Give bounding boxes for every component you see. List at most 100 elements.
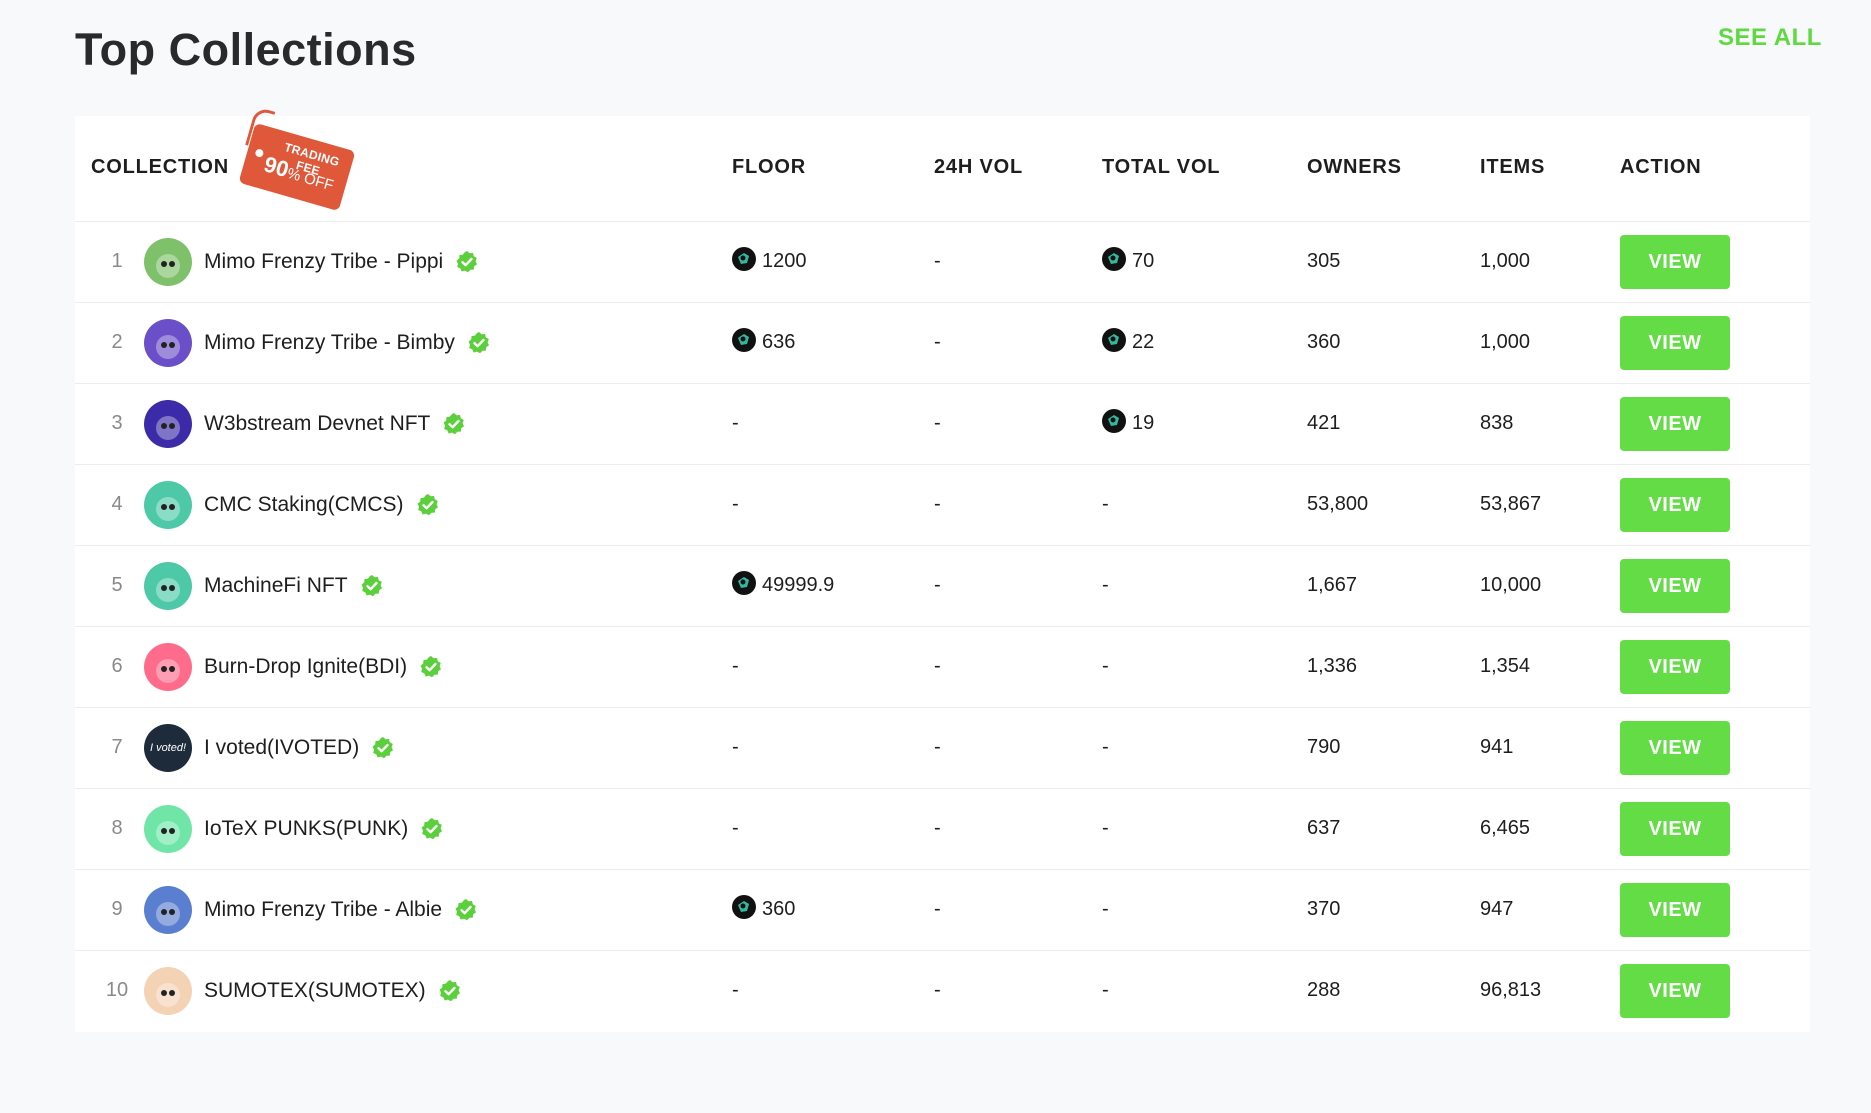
items-count: 53,867 [1480,493,1542,515]
collection-name-link[interactable]: MachineFi NFT [204,574,384,598]
view-button[interactable]: VIEW [1620,316,1730,370]
machinefi-avatar[interactable] [144,562,192,610]
mimo-pippi-avatar[interactable] [144,238,192,286]
see-all-link[interactable]: SEE ALL [1718,24,1822,51]
collection-name-link[interactable]: CMC Staking(CMCS) [204,493,440,517]
collection-name-link[interactable]: Mimo Frenzy Tribe - Bimby [204,331,491,355]
header-collection[interactable]: COLLECTION [91,156,229,178]
view-button[interactable]: VIEW [1620,964,1730,1018]
view-button[interactable]: VIEW [1620,640,1730,694]
header-action: ACTION [1620,156,1702,178]
floor-value: 1200 [762,250,807,272]
view-button[interactable]: VIEW [1620,802,1730,856]
items-count: 1,354 [1480,655,1531,677]
total-volume: - [1102,898,1109,921]
table-row[interactable]: 6 Burn-Drop Ignite(BDI) - - - 1,336 1,354 VIEW [75,627,1810,708]
view-button[interactable]: VIEW [1620,559,1730,613]
floor-price: 49999.9 [732,570,835,597]
view-button[interactable]: VIEW [1620,235,1730,289]
w3bstream-avatar[interactable] [144,400,192,448]
floor-price: 360 [732,894,795,921]
header-owners[interactable]: OWNERS [1307,156,1402,178]
collection-name-link[interactable]: I voted(IVOTED) [204,736,395,760]
verified-badge-icon [416,493,440,517]
collection-name: I voted(IVOTED) [204,736,360,759]
bdi-avatar[interactable] [144,643,192,691]
collection-name-link[interactable]: Burn-Drop Ignite(BDI) [204,655,443,679]
table-row[interactable]: 3 W3bstream Devnet NFT - - 19 421 838 VIEW [75,384,1810,465]
owners-count: 305 [1307,250,1341,272]
table-row[interactable]: 10 SUMOTEX(SUMOTEX) - - - 288 96,813 VIEW [75,951,1810,1032]
items-count: 838 [1480,412,1514,434]
table-row[interactable]: 9 Mimo Frenzy Tribe - Albie 360 - - 370 947 VIE… [75,870,1810,951]
collection-name-link[interactable]: IoTeX PUNKS(PUNK) [204,817,444,841]
row-rank: 2 [111,331,123,353]
row-rank: 10 [105,979,129,1001]
mimo-albie-avatar[interactable] [144,886,192,934]
row-rank: 9 [111,898,123,920]
iotex-coin-icon [1102,327,1126,352]
floor-value: - [732,979,739,1001]
floor-price: - [732,817,739,840]
total-volume: - [1102,736,1109,759]
total-volume: - [1102,817,1109,840]
table-row[interactable]: 1 Mimo Frenzy Tribe - Pippi 1200 - 70 305 1,00… [75,222,1810,303]
ivoted-avatar[interactable]: I voted! [144,724,192,772]
floor-price: - [732,493,739,516]
header-24h-vol[interactable]: 24H VOL [934,156,1023,178]
collection-name: Mimo Frenzy Tribe - Albie [204,898,443,921]
collection-name-link[interactable]: Mimo Frenzy Tribe - Pippi [204,250,479,274]
sumotex-avatar[interactable] [144,967,192,1015]
verified-badge-icon [360,574,384,598]
owners-count: 421 [1307,412,1341,434]
floor-value: - [732,493,739,515]
total-vol-value: - [1102,979,1109,1001]
owners-count: 53,800 [1307,493,1369,515]
items-count: 941 [1480,736,1514,758]
view-button[interactable]: VIEW [1620,883,1730,937]
header-total-vol[interactable]: TOTAL VOL [1102,156,1221,178]
view-button[interactable]: VIEW [1620,397,1730,451]
table-row[interactable]: 8 IoTeX PUNKS(PUNK) - - - 637 6,465 VIEW [75,789,1810,870]
total-vol-value: - [1102,655,1109,677]
vol-24h: - [934,736,941,758]
trading-fee-tag: TRADING FEE 90% OFF [238,106,356,212]
vol-24h: - [934,898,941,920]
collection-name-link[interactable]: W3bstream Devnet NFT [204,412,466,436]
total-volume: - [1102,493,1109,516]
floor-value: - [732,412,739,434]
collection-name-link[interactable]: Mimo Frenzy Tribe - Albie [204,898,478,922]
owners-count: 790 [1307,736,1341,758]
iotex-coin-icon [732,570,756,595]
view-button[interactable]: VIEW [1620,721,1730,775]
tag-suffix: % OFF [285,164,336,195]
table-row[interactable]: 4 CMC Staking(CMCS) - - - 53,800 53,867 VIEW [75,465,1810,546]
header-items[interactable]: ITEMS [1480,156,1546,178]
owners-count: 1,336 [1307,655,1358,677]
total-vol-value: - [1102,736,1109,758]
vol-24h: - [934,331,941,353]
view-button[interactable]: VIEW [1620,478,1730,532]
total-volume: 70 [1102,246,1155,273]
iotex-coin-icon [732,246,756,271]
floor-value: 49999.9 [762,574,835,596]
verified-badge-icon [467,331,491,355]
cmc-avatar[interactable] [144,481,192,529]
verified-badge-icon [419,655,443,679]
table-row[interactable]: 5 MachineFi NFT 49999.9 - - 1,667 10,000 VIEW [75,546,1810,627]
vol-24h: - [934,817,941,839]
total-vol-value: 70 [1132,250,1155,272]
table-row[interactable]: 2 Mimo Frenzy Tribe - Bimby 636 - 22 360 1,000… [75,303,1810,384]
table-row[interactable]: 7 I voted! I voted(IVOTED) - - - 790 941 VIEW [75,708,1810,789]
verified-badge-icon [420,817,444,841]
mimo-bimby-avatar[interactable] [144,319,192,367]
total-volume: 19 [1102,408,1154,435]
items-count: 10,000 [1480,574,1542,596]
items-count: 1,000 [1480,250,1531,272]
total-volume: - [1102,574,1109,597]
floor-price: 636 [732,327,795,354]
header-floor[interactable]: FLOOR [732,156,806,178]
items-count: 1,000 [1480,331,1531,353]
collection-name-link[interactable]: SUMOTEX(SUMOTEX) [204,979,462,1003]
punks-avatar[interactable] [144,805,192,853]
